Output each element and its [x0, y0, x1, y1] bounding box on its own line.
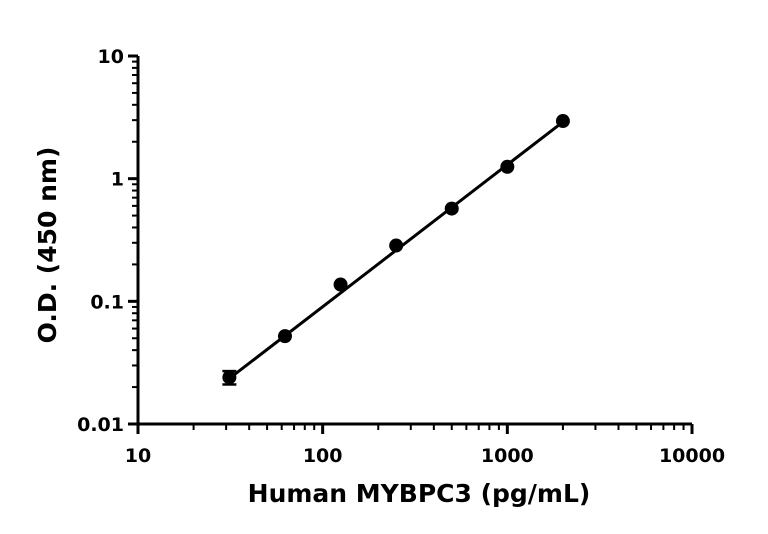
x-axis-ticks: 10 100 1000 10000: [125, 424, 725, 467]
y-tick-label: 1: [111, 169, 124, 191]
data-point: [500, 159, 515, 174]
data-points: [222, 114, 570, 386]
data-point: [389, 238, 404, 253]
x-tick-label: 10000: [659, 445, 725, 467]
x-tick-label: 10: [125, 445, 151, 467]
y-axis-title: O.D. (450 nm): [33, 147, 62, 344]
y-tick-label: 10: [98, 46, 124, 68]
data-point: [333, 277, 348, 292]
y-axis-ticks: 0.01 0.1 1 10: [77, 46, 138, 436]
data-point: [277, 329, 292, 344]
data-point: [555, 114, 570, 129]
y-tick-label: 0.1: [90, 291, 124, 313]
x-tick-label: 1000: [481, 445, 534, 467]
axes: 0.01 0.1 1 10 10 100 1000 10000: [77, 46, 725, 467]
x-axis-title: Human MYBPC3 (pg/mL): [248, 479, 591, 508]
data-point: [222, 370, 237, 385]
x-tick-label: 100: [303, 445, 343, 467]
y-tick-label: 0.01: [77, 414, 124, 436]
data-point: [444, 201, 459, 216]
